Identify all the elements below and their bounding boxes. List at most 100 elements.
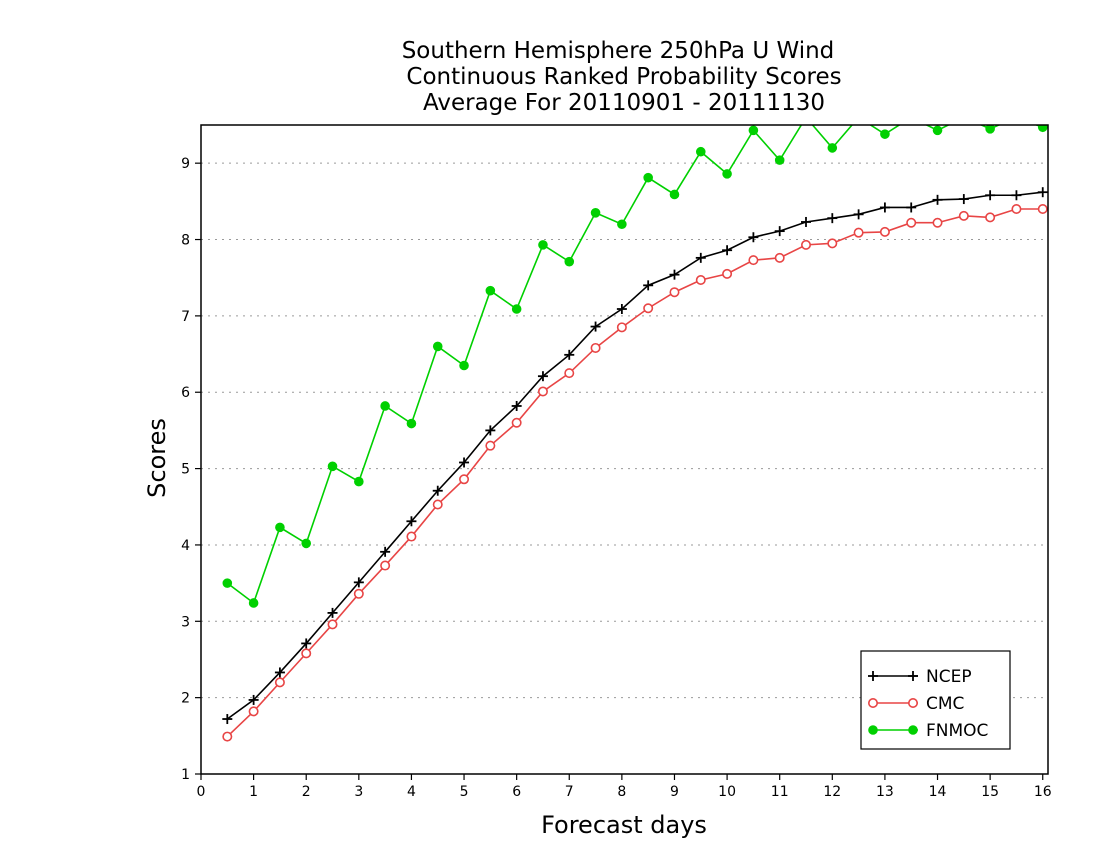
point-cmc bbox=[879, 226, 890, 237]
y-tick-label: 4 bbox=[181, 538, 190, 554]
point-cmc bbox=[274, 677, 285, 688]
point-cmc bbox=[1011, 203, 1022, 214]
point-cmc bbox=[248, 706, 259, 717]
point-ncep bbox=[774, 226, 785, 237]
point-cmc bbox=[301, 648, 312, 659]
point-cmc bbox=[669, 287, 680, 298]
point-ncep bbox=[327, 607, 338, 618]
point-cmc bbox=[406, 531, 417, 542]
x-axis-title: Forecast days bbox=[541, 811, 707, 839]
series-line-ncep bbox=[226, 191, 1043, 720]
point-fnmoc bbox=[301, 538, 312, 549]
point-fnmoc bbox=[1012, 113, 1021, 122]
point-ncep bbox=[616, 304, 627, 315]
point-cmc bbox=[932, 217, 943, 228]
point-fnmoc bbox=[617, 219, 627, 230]
x-axis: 0 1 2 3 4 5 6 7 8 9 10 11 12 13 14 15 16 bbox=[197, 774, 1052, 800]
point-fnmoc bbox=[380, 401, 390, 411]
point-fnmoc bbox=[880, 129, 890, 139]
x-tick-label: 3 bbox=[354, 784, 363, 800]
point-ncep bbox=[485, 425, 496, 436]
point-cmc bbox=[722, 268, 733, 279]
point-fnmoc bbox=[722, 169, 732, 179]
plot-frame bbox=[200, 124, 1049, 775]
point-fnmoc bbox=[854, 113, 863, 122]
y-tick-label: 7 bbox=[181, 309, 190, 325]
point-fnmoc bbox=[248, 598, 259, 608]
point-fnmoc bbox=[485, 285, 496, 296]
point-cmc bbox=[511, 417, 522, 428]
series-cmc bbox=[222, 203, 1048, 742]
point-cmc bbox=[616, 322, 627, 333]
legend-marker-cmc bbox=[867, 697, 878, 708]
point-fnmoc bbox=[827, 143, 838, 153]
legend-label-cmc: CMC bbox=[926, 694, 964, 714]
gridlines bbox=[201, 162, 1048, 699]
point-cmc bbox=[590, 342, 601, 353]
point-fnmoc bbox=[459, 360, 469, 371]
y-tick-label: 1 bbox=[181, 767, 190, 783]
point-ncep bbox=[801, 216, 811, 227]
legend-entry-cmc: CMC bbox=[867, 694, 964, 714]
point-cmc bbox=[353, 588, 364, 599]
y-tick-label: 8 bbox=[181, 233, 190, 249]
point-ncep bbox=[380, 546, 391, 557]
legend-entry-ncep: NCEP bbox=[868, 667, 972, 687]
point-ncep bbox=[827, 213, 838, 224]
chart-title-line-1: Southern Hemisphere 250hPa U Wind bbox=[402, 38, 835, 64]
point-fnmoc bbox=[907, 113, 916, 122]
chart-title-line-2: Continuous Ranked Probability Scores bbox=[406, 64, 841, 90]
legend-box bbox=[860, 650, 1011, 750]
y-tick-label: 6 bbox=[181, 385, 190, 401]
point-ncep bbox=[958, 194, 969, 205]
point-ncep bbox=[1011, 190, 1022, 201]
point-ncep bbox=[590, 321, 601, 332]
point-cmc bbox=[564, 368, 575, 379]
point-cmc bbox=[380, 560, 391, 571]
x-tick-label: 12 bbox=[823, 784, 841, 800]
series-line-fnmoc bbox=[226, 125, 1044, 605]
y-tick-label: 9 bbox=[181, 156, 190, 172]
legend-label-fnmoc: FNMOC bbox=[926, 721, 988, 741]
point-ncep bbox=[537, 371, 548, 382]
point-fnmoc bbox=[748, 125, 759, 136]
y-tick-label: 3 bbox=[181, 614, 190, 630]
point-ncep bbox=[1037, 187, 1048, 198]
point-ncep bbox=[985, 190, 996, 201]
x-tick-label: 4 bbox=[407, 784, 416, 800]
point-ncep bbox=[748, 232, 759, 243]
legend-marker-cmc bbox=[907, 697, 918, 708]
x-tick-label: 15 bbox=[981, 784, 999, 800]
point-ncep bbox=[222, 714, 233, 725]
point-ncep bbox=[669, 269, 680, 280]
point-cmc bbox=[985, 212, 996, 223]
point-ncep bbox=[511, 400, 522, 411]
x-tick-label: 1 bbox=[249, 784, 258, 800]
point-ncep bbox=[406, 516, 417, 527]
point-fnmoc bbox=[327, 461, 338, 472]
point-fnmoc bbox=[511, 304, 522, 314]
point-fnmoc bbox=[538, 240, 548, 250]
x-tick-label: 7 bbox=[565, 784, 574, 800]
chart-title-line-3: Average For 20110901 - 20111130 bbox=[423, 90, 825, 116]
x-tick-label: 9 bbox=[670, 784, 679, 800]
point-cmc bbox=[1037, 203, 1048, 214]
point-fnmoc bbox=[590, 208, 601, 218]
x-tick-label: 13 bbox=[876, 784, 894, 800]
y-axis: 1 2 3 4 5 6 7 8 9 bbox=[181, 156, 201, 783]
point-cmc bbox=[222, 731, 233, 742]
point-fnmoc bbox=[960, 113, 969, 122]
point-fnmoc bbox=[695, 146, 706, 157]
point-fnmoc bbox=[932, 125, 943, 136]
series-fnmoc bbox=[222, 113, 1048, 608]
point-cmc bbox=[800, 239, 811, 250]
point-ncep bbox=[879, 202, 890, 213]
point-fnmoc bbox=[354, 476, 364, 487]
x-tick-label: 0 bbox=[197, 784, 206, 800]
point-fnmoc bbox=[222, 578, 233, 588]
point-cmc bbox=[459, 474, 470, 485]
x-tick-label: 8 bbox=[617, 784, 626, 800]
point-ncep bbox=[906, 202, 917, 213]
x-tick-label: 16 bbox=[1034, 784, 1052, 800]
